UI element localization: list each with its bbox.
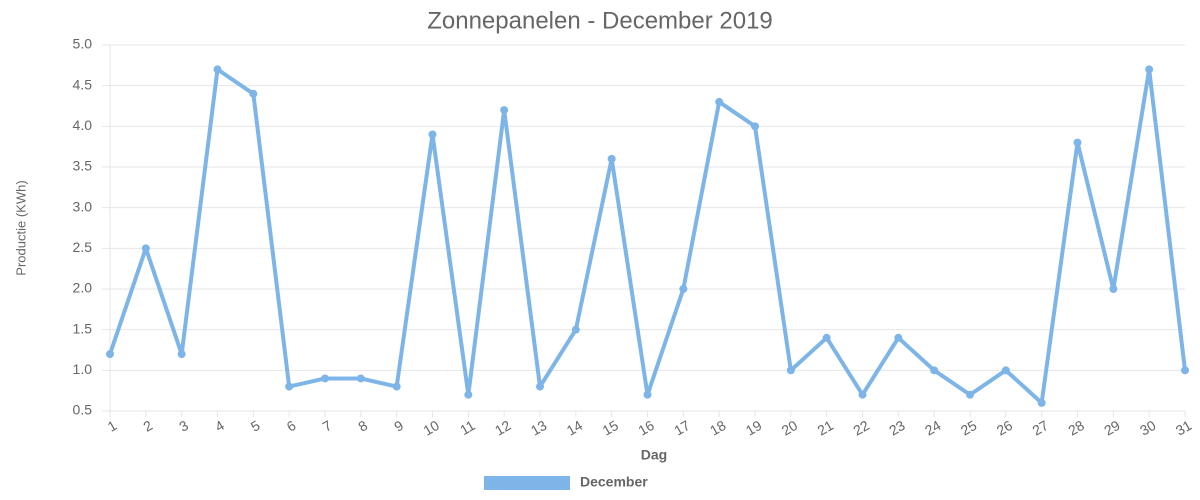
point	[1037, 398, 1046, 407]
x-tick-label: 10	[420, 417, 442, 439]
point	[536, 382, 544, 391]
legend-swatch	[484, 476, 570, 490]
x-tick-label: 15	[600, 417, 622, 439]
x-tick-label: 8	[355, 417, 370, 435]
y-tick-label: 5.0	[73, 36, 93, 52]
point	[571, 325, 580, 334]
point	[213, 65, 222, 74]
x-tick-label: 19	[743, 417, 765, 439]
point	[751, 122, 759, 131]
x-tick-label: 11	[457, 417, 478, 438]
x-tick-label: 23	[886, 417, 908, 439]
y-axis-label: Productie (KWh)	[13, 180, 28, 275]
point	[321, 374, 329, 383]
point	[715, 97, 724, 106]
chart-title: Zonnepanelen - December 2019	[427, 7, 773, 34]
x-tick-label: 14	[564, 417, 586, 439]
point	[1145, 65, 1154, 74]
point	[1181, 366, 1189, 375]
x-tick-label: 16	[635, 417, 657, 439]
x-tick-label: 31	[1173, 417, 1195, 439]
point	[930, 366, 939, 375]
x-tick-label: 3	[176, 417, 191, 435]
point	[177, 350, 186, 359]
point	[1073, 138, 1082, 147]
point	[679, 285, 688, 293]
legend-label: December	[580, 474, 648, 490]
x-tick-label: 30	[1137, 417, 1159, 439]
point	[894, 333, 903, 342]
point	[464, 390, 473, 399]
y-tick-label: 4.0	[73, 117, 93, 133]
y-tick-label: 0.5	[73, 402, 93, 418]
point	[356, 374, 365, 383]
y-tick-label: 1.0	[73, 361, 93, 377]
x-tick-label: 20	[779, 417, 801, 439]
x-tick-label: 18	[707, 417, 729, 439]
x-tick-label: 2	[140, 417, 155, 435]
line	[108, 67, 1187, 405]
x-tick-label: 22	[850, 417, 872, 439]
x-tick-label: 5	[248, 417, 263, 435]
y-tick-label: 4.5	[73, 76, 93, 92]
x-tick-label: 7	[320, 417, 335, 435]
point	[1001, 366, 1010, 375]
x-tick-label: 21	[815, 417, 837, 439]
point	[643, 390, 652, 399]
point	[966, 390, 974, 399]
y-tick-label: 2.5	[73, 239, 93, 255]
point	[607, 154, 616, 163]
point	[392, 382, 401, 391]
point	[249, 89, 258, 98]
x-tick-label: 6	[284, 417, 299, 435]
y-tick-label: 2.0	[73, 280, 93, 296]
point	[822, 333, 831, 342]
point	[858, 390, 867, 399]
y-tick-label: 1.5	[73, 320, 93, 336]
y-tick-label: 3.0	[73, 198, 93, 214]
point	[106, 350, 114, 359]
x-tick-label: 9	[391, 417, 406, 435]
x-tick-label: 26	[994, 417, 1016, 439]
y-tick-label: 3.5	[73, 158, 93, 174]
x-tick-label: 1	[105, 417, 120, 435]
x-tick-label: 4	[212, 417, 227, 435]
x-tick-label: 12	[492, 417, 514, 439]
point	[786, 366, 795, 375]
x-tick-label: 29	[1101, 417, 1123, 439]
x-tick-label: 25	[958, 417, 980, 439]
x-tick-label: 17	[671, 417, 693, 439]
point	[1109, 285, 1118, 293]
x-axis-label: Dag	[641, 447, 667, 463]
x-tick-label: 27	[1030, 417, 1052, 439]
point	[428, 130, 437, 139]
point	[285, 382, 294, 391]
point	[141, 244, 150, 253]
x-tick-label: 13	[528, 417, 550, 439]
point	[500, 106, 509, 115]
x-tick-label: 28	[1065, 417, 1087, 439]
x-tick-label: 24	[922, 417, 944, 439]
